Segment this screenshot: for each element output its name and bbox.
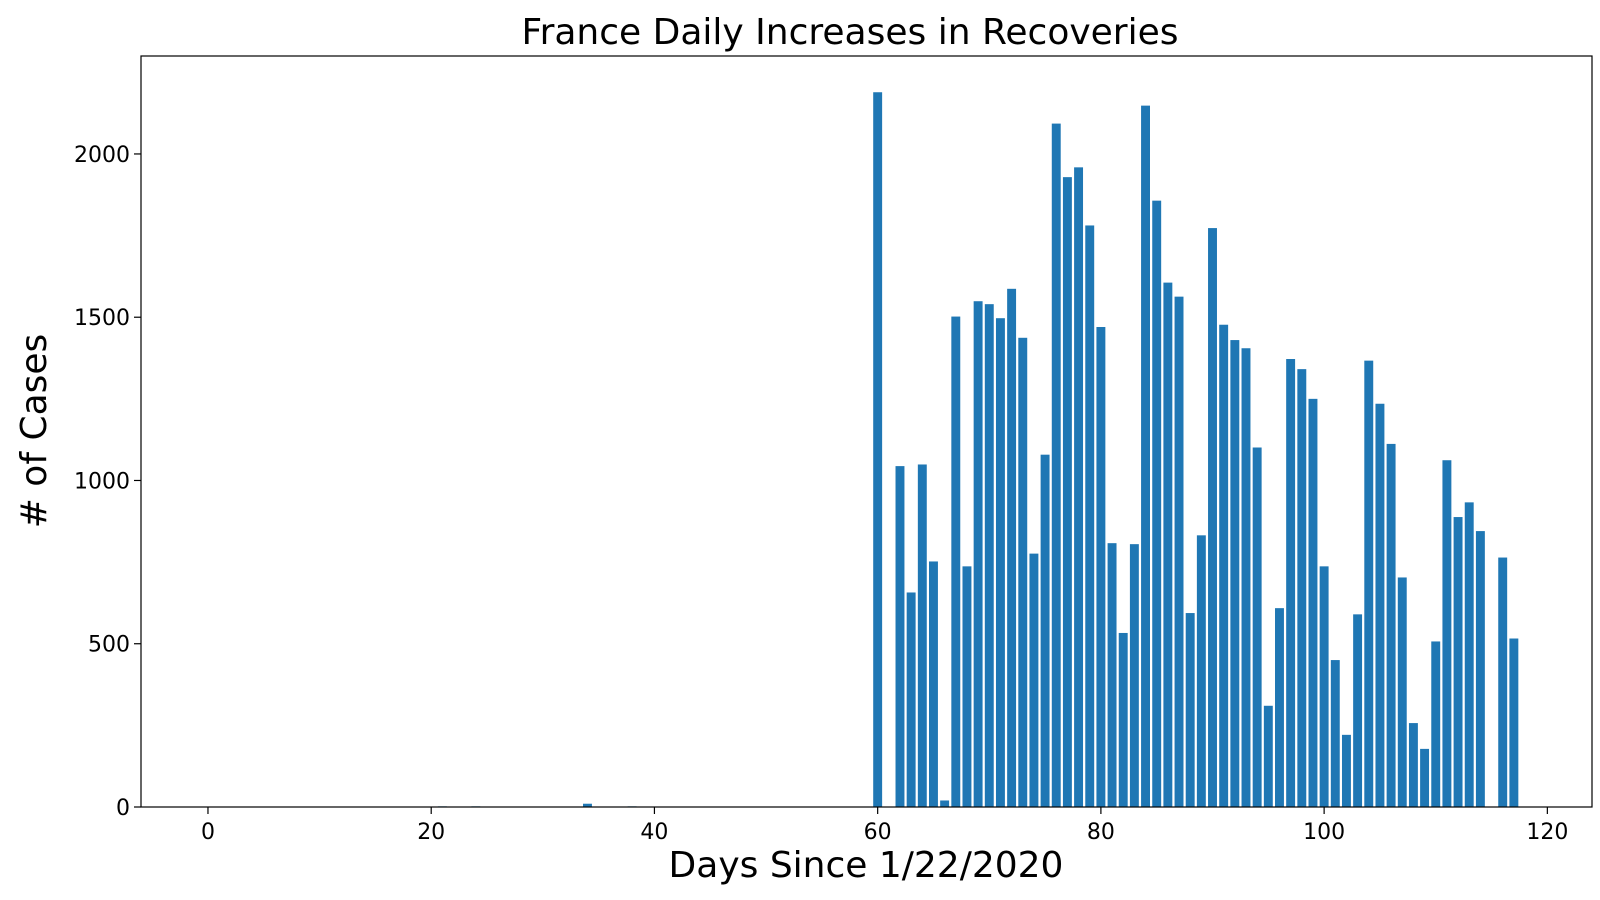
y-tick-label: 0 <box>116 796 130 821</box>
y-tick-label: 500 <box>88 633 130 658</box>
bar-day-102 <box>1341 734 1351 807</box>
bar-day-106 <box>1386 443 1396 807</box>
bar-day-93 <box>1241 348 1251 807</box>
bar-day-84 <box>1141 105 1150 807</box>
bar-day-108 <box>1408 723 1418 807</box>
bar-day-116 <box>1498 557 1508 807</box>
bar-day-78 <box>1074 167 1084 808</box>
plot-frame <box>140 55 1593 808</box>
x-tick-label: 40 <box>640 820 668 845</box>
y-ticks: 0 500 1000 1500 2000 <box>74 143 141 821</box>
bar-day-65 <box>929 561 938 807</box>
bar-day-63 <box>906 592 916 807</box>
bar-day-62 <box>895 466 905 807</box>
bar-day-111 <box>1442 460 1452 807</box>
bars-group <box>437 92 1519 808</box>
x-tick-label: 80 <box>1087 820 1115 845</box>
bar-day-100 <box>1319 566 1329 807</box>
bar-day-101 <box>1330 660 1340 807</box>
bar-day-94 <box>1252 447 1262 807</box>
bar-day-114 <box>1475 531 1485 807</box>
bar-day-69 <box>973 301 983 807</box>
bar-day-117 <box>1509 638 1519 807</box>
bar-day-71 <box>995 318 1005 807</box>
bar-day-107 <box>1397 577 1407 807</box>
x-ticks: 0 20 40 60 80 100 120 <box>201 807 1568 845</box>
bar-day-74 <box>1029 553 1039 807</box>
bar-day-81 <box>1107 543 1117 807</box>
x-tick-label: 20 <box>417 820 445 845</box>
bar-day-68 <box>962 566 972 807</box>
bar-day-83 <box>1129 544 1139 807</box>
y-tick-label: 2000 <box>74 143 130 168</box>
bar-day-76 <box>1051 123 1061 808</box>
x-tick-label: 100 <box>1303 820 1345 845</box>
bar-day-64 <box>917 464 927 807</box>
bar-day-86 <box>1163 282 1173 807</box>
bar-day-80 <box>1096 327 1106 807</box>
bar-day-105 <box>1375 403 1385 807</box>
bar-day-70 <box>984 304 994 807</box>
bar-day-112 <box>1453 517 1463 807</box>
bar-day-99 <box>1308 398 1318 807</box>
bar-day-73 <box>1018 337 1028 807</box>
y-tick-label: 1000 <box>74 469 130 494</box>
bar-day-98 <box>1297 369 1307 807</box>
bar-day-90 <box>1208 228 1217 807</box>
x-tick-label: 60 <box>864 820 892 845</box>
bar-day-72 <box>1007 288 1017 807</box>
bar-day-89 <box>1196 535 1206 807</box>
bar-day-95 <box>1263 705 1273 807</box>
x-axis-label: Days Since 1/22/2020 <box>669 845 1064 886</box>
bar-day-113 <box>1464 502 1474 807</box>
bar-day-66 <box>940 800 950 807</box>
bar-day-77 <box>1062 177 1072 807</box>
bar-day-87 <box>1174 296 1184 807</box>
bar-day-75 <box>1040 454 1050 807</box>
bar-day-79 <box>1085 225 1095 807</box>
bar-day-92 <box>1230 340 1240 807</box>
chart-title: France Daily Increases in Recoveries <box>521 12 1178 53</box>
bar-day-34 <box>583 803 592 807</box>
bar-day-104 <box>1364 360 1374 807</box>
bar-day-82 <box>1118 632 1128 807</box>
bar-day-67 <box>951 316 961 807</box>
bar-day-103 <box>1353 614 1363 807</box>
y-axis-label: # of Cases <box>14 334 55 529</box>
bar-day-110 <box>1431 641 1441 807</box>
bar-day-109 <box>1420 748 1430 807</box>
bar-day-91 <box>1219 324 1229 807</box>
y-tick-label: 1500 <box>74 306 130 331</box>
x-tick-label: 120 <box>1526 820 1568 845</box>
bar-day-96 <box>1275 608 1284 807</box>
bar-day-60 <box>873 92 883 808</box>
bar-day-88 <box>1185 613 1195 807</box>
bar-day-85 <box>1152 200 1162 807</box>
x-tick-label: 0 <box>201 820 215 845</box>
bar-day-97 <box>1286 359 1296 807</box>
